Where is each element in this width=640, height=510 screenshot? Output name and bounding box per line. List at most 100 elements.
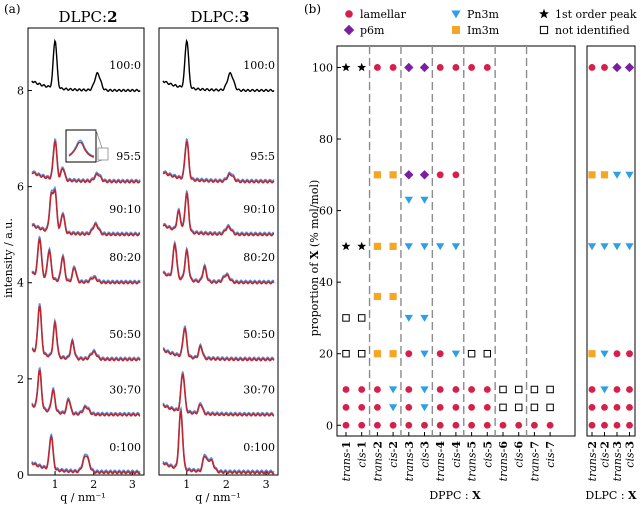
dppc-marker-52 xyxy=(436,243,445,251)
curve-right-1 xyxy=(162,140,275,184)
series-label-right-1: 95:5 xyxy=(250,150,275,163)
dppc-marker-2 xyxy=(341,241,351,251)
b-y-tick-label-20: 20 xyxy=(319,348,333,361)
dlpc-marker-20 xyxy=(588,403,596,411)
dppc-marker-78 xyxy=(530,385,539,394)
dlpc-x-tick-label-cis-3: cis-3 xyxy=(624,441,637,468)
panel-b-axes: 020406080100trans-1cis-1trans-2cis-2tran… xyxy=(312,46,637,481)
dppc-marker-29 xyxy=(389,421,397,429)
dppc-marker-69 xyxy=(483,403,491,411)
dlpc-marker-26 xyxy=(613,421,621,429)
dlpc-marker-12 xyxy=(588,350,596,358)
dppc-marker-51 xyxy=(452,171,460,179)
dppc-marker-10 xyxy=(342,403,350,411)
series-label-left-2: 90:10 xyxy=(109,203,141,216)
panel-b-dlpc-frame xyxy=(586,45,636,437)
series-label-left-6: 0:100 xyxy=(109,441,141,454)
dppc-marker-8 xyxy=(342,386,350,393)
panel-b-label: (b) xyxy=(304,2,321,16)
curve-left-4 xyxy=(31,306,141,362)
dppc-x-tick-label-trans-1: trans-1 xyxy=(340,441,353,481)
dppc-x-tick-label-trans-6: trans-6 xyxy=(497,441,510,482)
dppc-marker-25 xyxy=(388,386,398,394)
series-label-right-4: 50:50 xyxy=(243,328,275,341)
dlpc-marker-22 xyxy=(613,403,621,411)
dppc-marker-14 xyxy=(373,64,381,71)
legend-marker-star xyxy=(539,8,549,19)
panel-b-markers xyxy=(341,62,635,429)
panel-b-dppc-frame xyxy=(336,45,576,437)
dlpc-marker-18 xyxy=(613,386,621,393)
dlpc-marker-0 xyxy=(588,64,596,71)
dlpc-marker-3 xyxy=(624,62,635,73)
y-tick-label-0: 0 xyxy=(17,469,24,482)
legend-marker-opensquare xyxy=(539,25,549,35)
panel-a-right-xlabel: q / nm⁻¹ xyxy=(195,491,240,504)
dppc-marker-30 xyxy=(404,62,414,73)
dppc-marker-24 xyxy=(373,386,381,393)
dppc-marker-41 xyxy=(420,350,429,358)
inset-zoom-box xyxy=(65,129,97,163)
panel-b-ylabel: proportion of X (% mol/mol) xyxy=(308,180,321,337)
legend-marker-circle xyxy=(345,10,353,18)
b-y-tick-label-40: 40 xyxy=(319,276,333,289)
dppc-x-tick-label-cis-2: cis-2 xyxy=(387,441,400,468)
b-y-tick-label-60: 60 xyxy=(319,205,333,218)
dppc-marker-18 xyxy=(373,242,381,250)
dppc-marker-3 xyxy=(357,241,367,251)
dppc-marker-80 xyxy=(530,403,539,412)
curve-left-3 xyxy=(31,237,141,285)
y-tick-label-4: 4 xyxy=(17,277,24,290)
dppc-x-tick-label-cis-5: cis-5 xyxy=(481,441,494,468)
dppc-marker-19 xyxy=(389,242,397,250)
dppc-marker-67 xyxy=(483,386,491,393)
dppc-marker-60 xyxy=(436,421,444,429)
panel-a-ylabel: intensity / a.u. xyxy=(2,218,15,298)
dlpc-marker-7 xyxy=(625,171,634,179)
inset-curve-red xyxy=(68,141,95,158)
panel-a-right-curves: 100:0 95:5 90:10 80:20 50:50 30:70 0:100 xyxy=(162,38,275,475)
x-tick-label-left-2: 2 xyxy=(90,478,97,491)
dlpc-marker-16 xyxy=(588,386,596,393)
dlpc-marker-27 xyxy=(626,421,633,429)
x-tick-label-left-3: 3 xyxy=(129,478,136,491)
panel-a-title-right: DLPC:3 xyxy=(190,8,249,26)
inset-source-box xyxy=(97,147,109,161)
dlpc-marker-9 xyxy=(600,243,609,251)
inset-curve-blue xyxy=(68,139,95,157)
y-tick-label-6: 6 xyxy=(17,181,24,194)
x-tick-label-left-1: 1 xyxy=(52,478,59,491)
dppc-marker-81 xyxy=(546,403,554,412)
legend: lamellar Pn3m 1st order peak p6m Im3m not ide… xyxy=(343,8,637,37)
dppc-marker-13 xyxy=(358,421,366,429)
dppc-marker-44 xyxy=(405,403,413,411)
legend-marker-diamond xyxy=(343,24,355,36)
dppc-x-tick-label-cis-6: cis-6 xyxy=(513,441,526,468)
dppc-marker-0 xyxy=(341,62,351,72)
dlpc-marker-2 xyxy=(612,62,622,73)
dlpc-marker-25 xyxy=(601,421,608,429)
dppc-marker-21 xyxy=(389,292,397,301)
dppc-marker-17 xyxy=(389,171,397,179)
dppc-x-tick-label-cis-4: cis-4 xyxy=(450,441,463,468)
dppc-x-tick-label-trans-7: trans-7 xyxy=(528,441,541,481)
dppc-marker-68 xyxy=(468,403,476,411)
dppc-marker-62 xyxy=(468,64,476,71)
curve-right-4 xyxy=(162,327,275,362)
dppc-x-tick-label-trans-5: trans-5 xyxy=(466,441,479,481)
curve-left-0 xyxy=(31,38,141,93)
dppc-marker-31 xyxy=(419,62,430,73)
series-label-left-1: 95:5 xyxy=(116,150,141,163)
dlpc-marker-5 xyxy=(600,171,609,179)
dppc-marker-61 xyxy=(452,421,460,429)
dppc-marker-59 xyxy=(452,403,460,411)
legend-label-opensquare: not identified xyxy=(555,24,630,37)
dppc-x-tick-label-cis-3: cis-3 xyxy=(419,441,432,468)
dlpc-marker-19 xyxy=(626,386,633,393)
dppc-marker-54 xyxy=(436,350,444,358)
dppc-marker-40 xyxy=(405,350,413,358)
series-label-right-6: 0:100 xyxy=(243,441,275,454)
dppc-marker-58 xyxy=(436,403,444,411)
series-label-right-3: 80:20 xyxy=(243,251,275,264)
dppc-marker-83 xyxy=(546,421,554,429)
